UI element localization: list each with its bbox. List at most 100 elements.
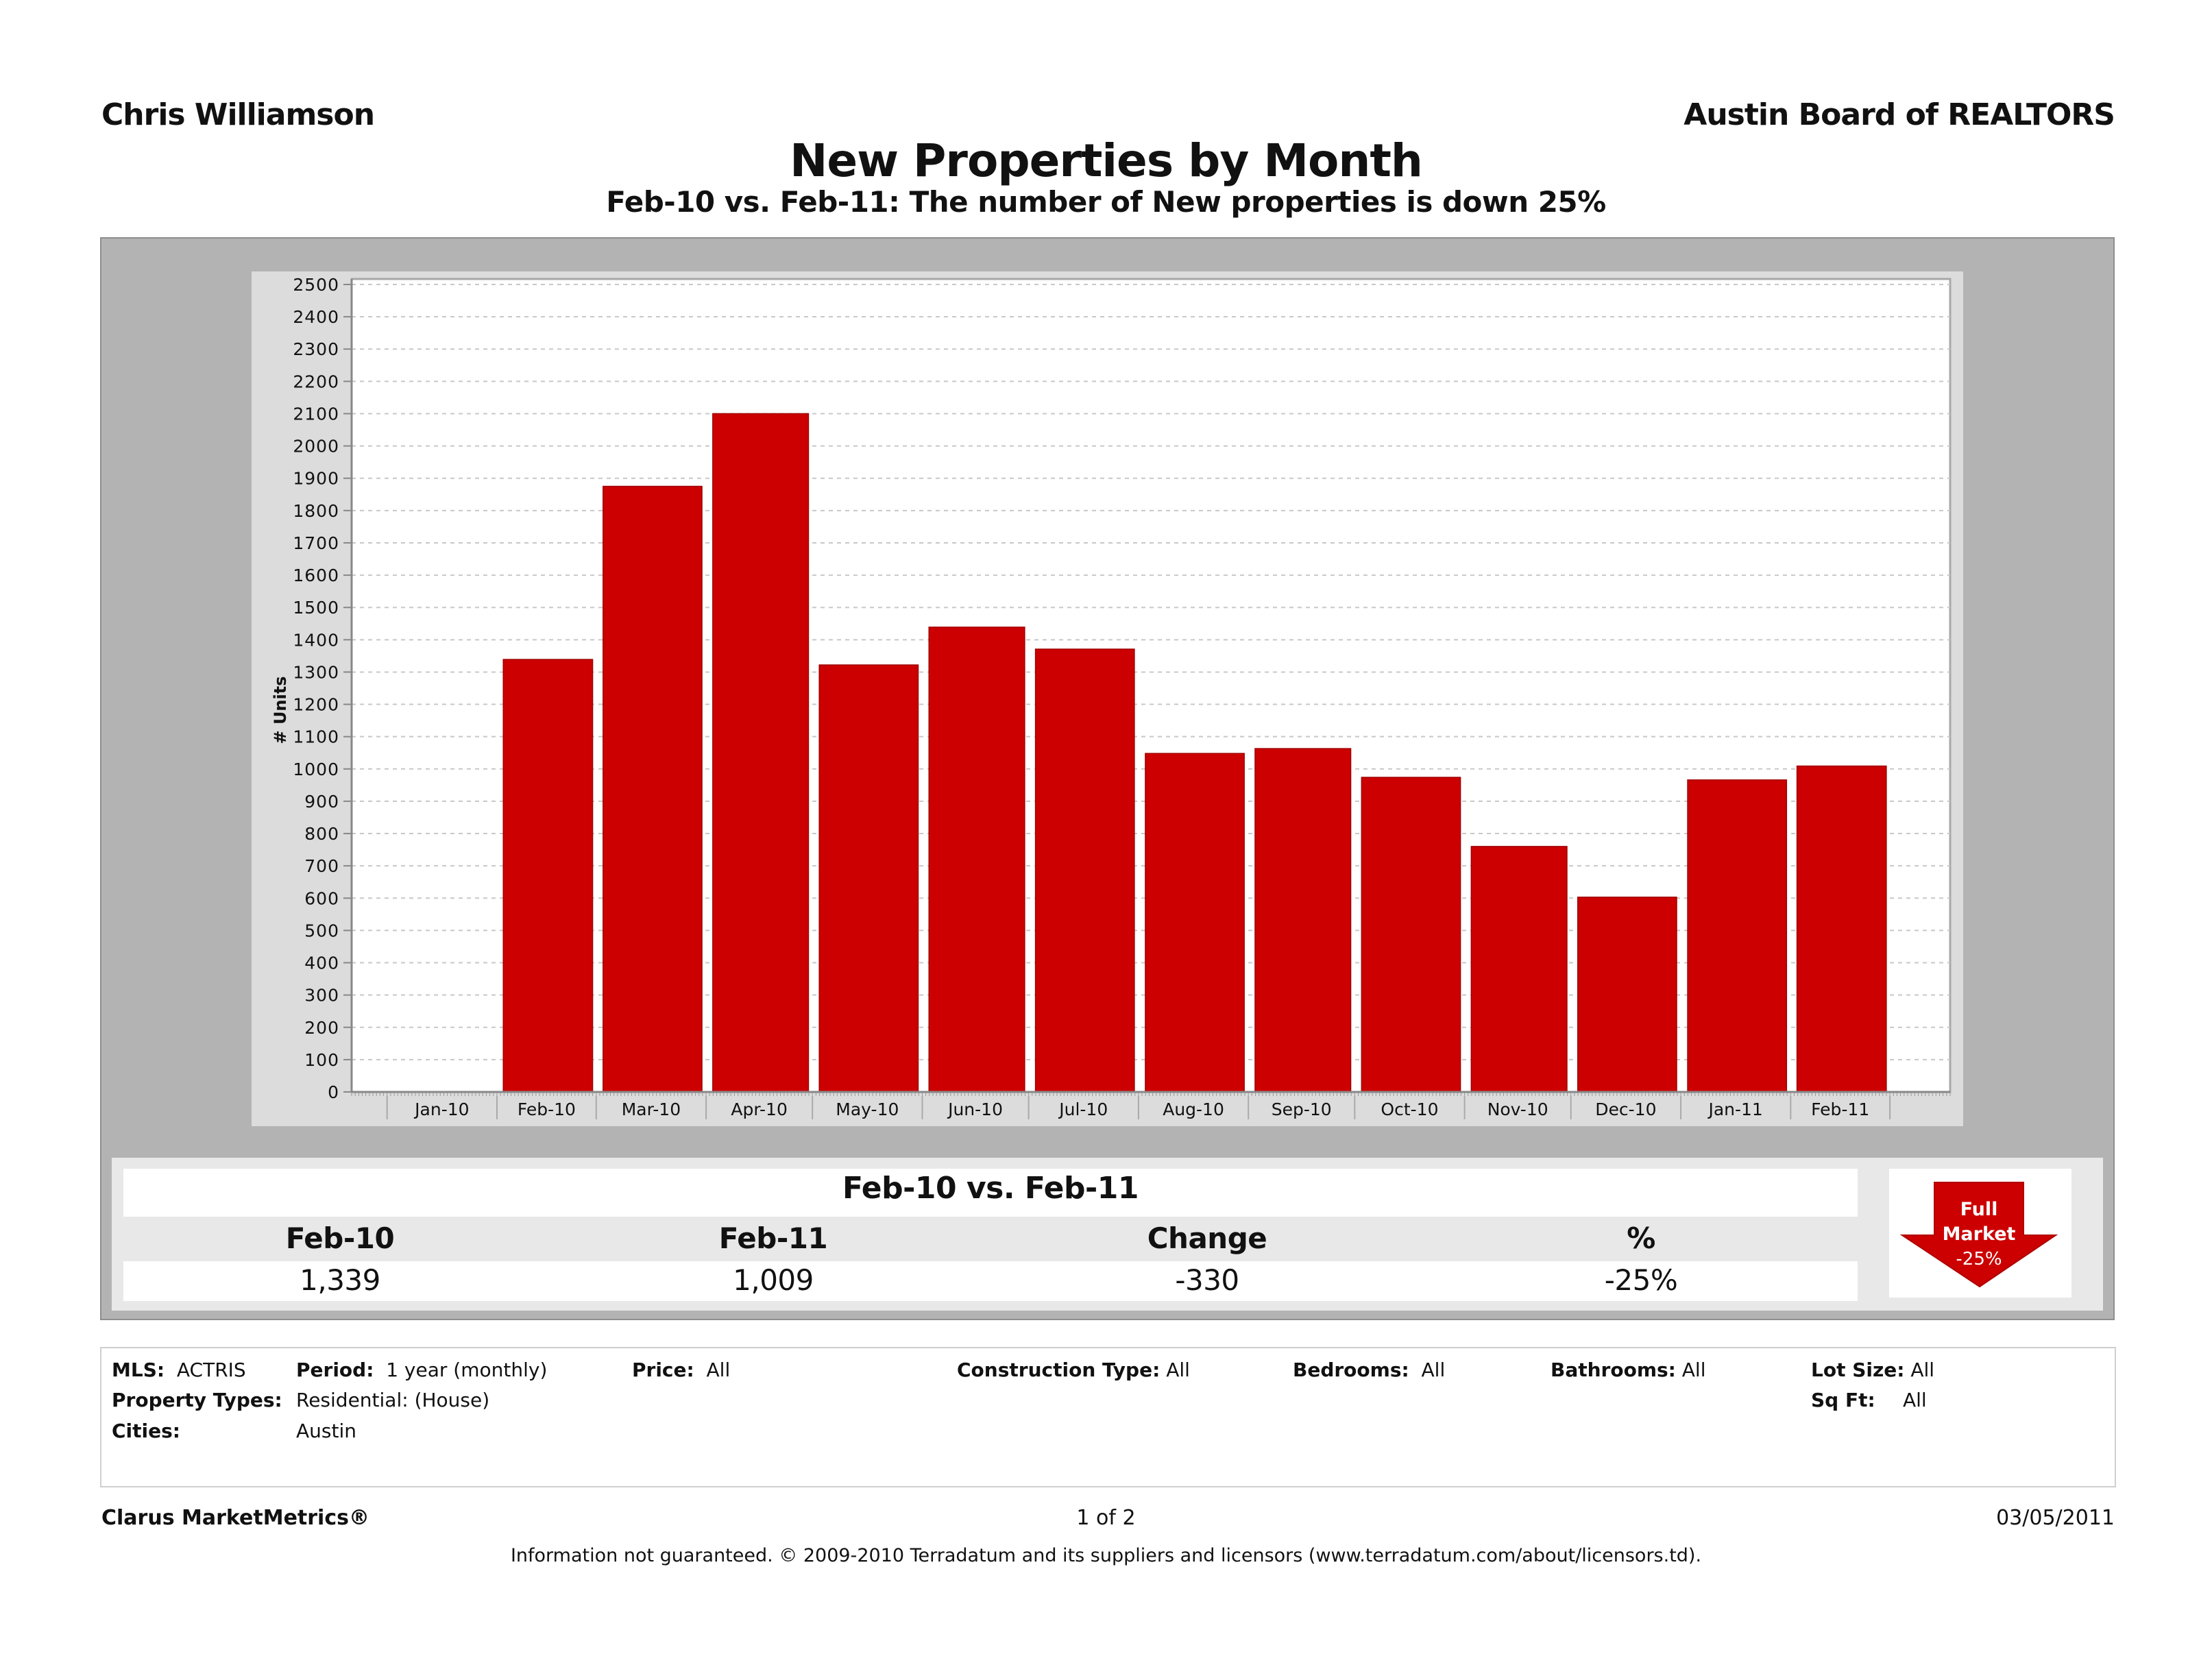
x-tick-label: Feb-11 (1811, 1099, 1869, 1119)
y-axis-label: # Units (271, 676, 290, 744)
y-tick-label: 1300 (293, 662, 339, 682)
filter-lot-size: Lot Size: All (1811, 1359, 1934, 1381)
bar-oct-10 (1361, 777, 1461, 1093)
filter-construction-value: All (1166, 1359, 1190, 1381)
filter-construction: Construction Type: All (957, 1359, 1190, 1381)
report-subtitle: Feb-10 vs. Feb-11: The number of New pro… (606, 185, 1606, 219)
summary-header-feb-11: Feb-11 (718, 1221, 828, 1255)
filter-sqft-label: Sq Ft: (1811, 1389, 1875, 1411)
bar-dec-10 (1577, 897, 1677, 1093)
summary-values-row (123, 1261, 1858, 1301)
y-tick-label: 2400 (293, 307, 339, 327)
summary-title: Feb-10 vs. Feb-11 (842, 1171, 1139, 1206)
summary-value-percent: -25% (1604, 1263, 1678, 1297)
x-tick-label: Nov-10 (1487, 1099, 1548, 1119)
x-tick-label: Apr-10 (731, 1099, 787, 1119)
summary-header-feb-10: Feb-10 (285, 1221, 395, 1255)
x-tick-label: Aug-10 (1163, 1099, 1224, 1119)
y-tick-label: 1800 (293, 501, 339, 521)
filter-cities-label: Cities: (112, 1420, 180, 1442)
full-market-badge: Full Market -25% (1889, 1169, 2071, 1298)
x-tick-label: Sep-10 (1272, 1099, 1332, 1119)
y-tick-label: 2200 (293, 372, 339, 391)
y-tick-label: 700 (304, 856, 339, 876)
y-tick-label: 1600 (293, 566, 339, 585)
y-tick-label: 2100 (293, 404, 339, 424)
y-tick-label: 600 (304, 888, 339, 908)
down-arrow-icon: Full Market -25% (1899, 1182, 2058, 1288)
y-tick-label: 1000 (293, 759, 339, 779)
badge-line3: -25% (1956, 1249, 2002, 1269)
filter-bathrooms-value: All (1681, 1359, 1706, 1381)
y-tick-label: 2300 (293, 339, 339, 359)
filter-period-value: 1 year (monthly) (386, 1359, 548, 1381)
bar-may-10 (818, 664, 919, 1093)
summary-value-feb-10: 1,339 (300, 1263, 380, 1297)
y-tick-label: 2500 (293, 275, 339, 295)
x-tick-label: Jul-10 (1058, 1099, 1108, 1119)
y-tick-label: 800 (304, 824, 339, 844)
y-tick-label: 300 (304, 986, 339, 1006)
footer-brand: Clarus MarketMetrics® (101, 1506, 369, 1530)
filter-construction-label: Construction Type: (957, 1359, 1160, 1381)
summary-value-change: -330 (1175, 1263, 1239, 1297)
bar-jan-11 (1687, 779, 1788, 1093)
filter-mls-value: ACTRIS (176, 1359, 246, 1381)
filter-cities-value: Austin (296, 1420, 356, 1442)
filter-bedrooms: Bedrooms: All (1293, 1359, 1445, 1381)
y-tick-label: 1700 (293, 533, 339, 553)
x-tick-label: May-10 (836, 1099, 899, 1119)
y-tick-label: 1500 (293, 598, 339, 618)
summary-header-change: Change (1147, 1221, 1267, 1255)
report-date: 03/05/2011 (1996, 1506, 2115, 1530)
filter-property-types-label-text: Property Types: (112, 1389, 282, 1411)
bar-chart: 0 100 200 300 400 500 600 700 800 900 1000 1100 1200… (271, 275, 1952, 1119)
filter-lot-value: All (1910, 1359, 1935, 1381)
y-tick-label: 0 (328, 1082, 339, 1102)
board-name: Austin Board of REALTORS (1684, 97, 2115, 132)
report-title: New Properties by Month (790, 134, 1423, 187)
bar-feb-10 (502, 659, 594, 1093)
filter-property-types-value: Residential: (House) (296, 1389, 490, 1411)
x-tick-label: Oct-10 (1381, 1099, 1438, 1119)
filter-property-types-label: Property Types: (112, 1389, 282, 1411)
bar-jul-10 (1034, 648, 1135, 1093)
x-tick-label: Jun-10 (947, 1099, 1003, 1119)
filter-price-label: Price: (632, 1359, 694, 1381)
x-tick-label: Jan-11 (1707, 1099, 1762, 1119)
x-tick-label: Mar-10 (622, 1099, 681, 1119)
disclaimer: Information not guaranteed. © 2009-2010 … (510, 1545, 1702, 1566)
filter-criteria (100, 1347, 2116, 1487)
bar-aug-10 (1145, 753, 1245, 1093)
bar-nov-10 (1470, 846, 1568, 1093)
y-tick-label: 200 (304, 1018, 339, 1038)
filter-price-value: All (706, 1359, 731, 1381)
summary-header-percent: % (1627, 1221, 1655, 1255)
bar-jun-10 (928, 627, 1025, 1093)
x-tick-label: Feb-10 (518, 1099, 576, 1119)
filter-sqft-label-text: Sq Ft: (1811, 1389, 1875, 1411)
bars (502, 413, 1887, 1093)
filter-bathrooms-label: Bathrooms: (1551, 1359, 1676, 1381)
y-tick-label: 1200 (293, 695, 339, 715)
page-number: 1 of 2 (1076, 1506, 1136, 1530)
filter-price: Price: All (632, 1359, 730, 1381)
filter-cities-label-text: Cities: (112, 1420, 180, 1442)
x-tick-label: Jan-10 (413, 1099, 469, 1119)
filter-bathrooms: Bathrooms: All (1551, 1359, 1706, 1381)
y-tick-label: 1400 (293, 630, 339, 650)
filter-period-label: Period: (296, 1359, 374, 1381)
y-tick-label: 500 (304, 921, 339, 940)
y-tick-label: 100 (304, 1050, 339, 1070)
y-tick-label: 2000 (293, 437, 339, 457)
axes (343, 279, 1951, 1119)
filter-sqft-value: All (1903, 1389, 1927, 1411)
bar-apr-10 (712, 413, 810, 1093)
summary-title-row (123, 1169, 1858, 1217)
filter-lot-label: Lot Size: (1811, 1359, 1905, 1381)
badge-line1: Full (1960, 1199, 1998, 1220)
agent-name: Chris Williamson (101, 97, 375, 132)
filter-period: Period: 1 year (monthly) (296, 1359, 547, 1381)
y-tick-label: 1900 (293, 469, 339, 489)
summary-value-feb-11: 1,009 (733, 1263, 814, 1297)
